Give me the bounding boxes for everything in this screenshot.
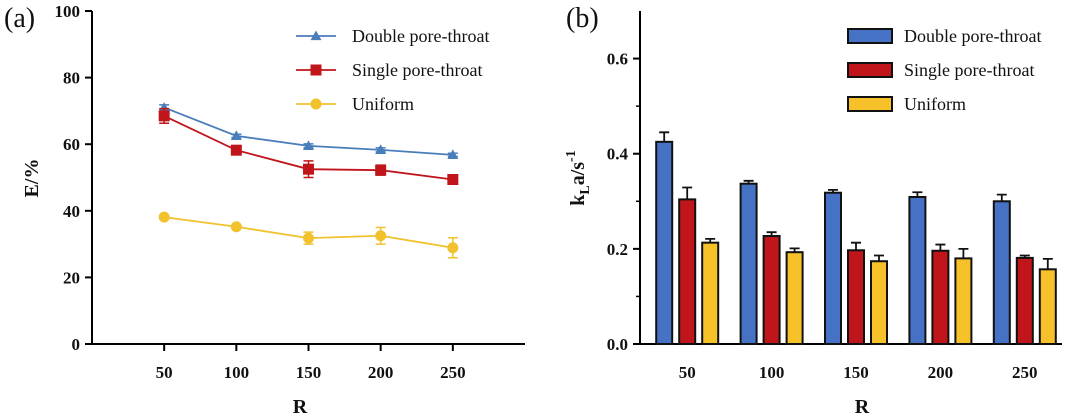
panel-b-double-bar	[739, 182, 758, 345]
panel-b-double-bar	[655, 140, 674, 345]
panel-b-single-bar	[762, 235, 781, 346]
panel-b-legend-single-swatch	[847, 62, 893, 78]
panel-a-circle-point	[158, 211, 170, 223]
panel-b-y-tick-label: 0.0	[607, 335, 628, 354]
panel-a-x-tick-label: 50	[156, 363, 173, 382]
panel-b-double-error-bar	[659, 131, 670, 142]
panel-b-double-error-bar	[912, 191, 923, 198]
panel-a-legend-square-label: Single pore-throat	[352, 60, 482, 80]
panel-a-y-axis-title: E/%	[21, 159, 43, 198]
panel-a-circle-point	[447, 242, 459, 254]
panel-b-x-tick-label: 50	[679, 363, 696, 382]
panel-a-triangle-point	[303, 140, 314, 150]
panel-b-y-axis-title: kLa/s-1	[564, 150, 593, 205]
panel-b-double-bar	[824, 191, 842, 345]
panel-b-uniform-error-bar	[705, 237, 716, 243]
panel-b-uniform-bar	[785, 251, 804, 346]
panel-b-uniform-error-bar	[958, 247, 969, 259]
panel-a-x-tick-label: 200	[368, 363, 394, 382]
panel-b-single-error-bar	[1019, 254, 1030, 258]
panel-a-y-tick-label: 20	[63, 268, 80, 287]
panel-b-uniform-error-bar	[1042, 257, 1053, 270]
panel-b-x-tick-label: 200	[928, 363, 954, 382]
panel-b-legend-single-label: Single pore-throat	[904, 60, 1034, 80]
panel-a-y-tick-label: 40	[63, 202, 80, 221]
panel-a-legend-circle-label: Uniform	[352, 94, 414, 114]
panel-a-label: (a)	[4, 3, 35, 34]
panel-b-y-tick-label: 0.4	[607, 145, 629, 164]
panel-a-y-tick-label: 80	[63, 69, 80, 88]
panel-b-uniform-bar	[701, 241, 720, 345]
panel-b-x-tick-label: 100	[759, 363, 785, 382]
panel-b-single-bar	[847, 249, 865, 345]
panel-b-single-error-bar	[766, 231, 777, 237]
panel-b-legend-double-swatch	[847, 28, 893, 44]
panel-a-x-axis-title: R	[293, 396, 308, 418]
panel-b-single-bar	[931, 249, 950, 345]
panel-b-x-axis-title: R	[855, 396, 870, 418]
panel-a-y-tick-label: 60	[63, 135, 80, 154]
panel-b-single-bar	[678, 198, 697, 345]
panel-b-single-error-bar	[682, 186, 693, 200]
panel-b-y-tick-label: 0.2	[607, 240, 628, 259]
panel-b-x-tick-label: 250	[1012, 363, 1038, 382]
panel-a-x-tick-label: 100	[224, 363, 250, 382]
panel-b-double-error-bar	[743, 179, 754, 184]
panel-a-line-chart: (a) R E/% 0 20 40 60 80 100 50 100 150 200 250 Doub…	[4, 2, 525, 418]
panel-b-double-error-bar	[996, 193, 1007, 202]
panel-b-legend-uniform-swatch	[847, 96, 893, 112]
panel-b-x-tick-label: 150	[843, 363, 869, 382]
panel-a-circle-point	[230, 221, 242, 233]
panel-b-legend-uniform-label: Uniform	[904, 94, 966, 114]
panel-a-square-point	[447, 173, 459, 185]
panel-b-legend-double-label: Double pore-throat	[904, 26, 1041, 46]
panel-a-square-point	[230, 144, 242, 156]
panel-a-legend-square-marker	[310, 64, 322, 76]
panel-b-uniform-bar	[1038, 268, 1057, 346]
panel-b-uniform-error-bar	[789, 247, 800, 253]
panel-a-legend-triangle-label: Double pore-throat	[352, 26, 489, 46]
panel-b-bar-chart: (b) R kLa/s-1 0.0 0.2 0.4 0.6 50 100 150 200 250…	[564, 3, 1062, 418]
panel-a-y-tick-label: 0	[72, 335, 81, 354]
panel-b-double-error-bar	[828, 188, 838, 193]
panel-a-square-point	[158, 110, 170, 122]
panel-a-triangle-point	[447, 149, 459, 159]
panel-a-x-tick-label: 150	[296, 363, 322, 382]
panel-a-legend-circle-marker	[310, 98, 322, 110]
panel-a-triangle-point	[230, 130, 242, 140]
panel-b-uniform-error-bar	[874, 254, 884, 262]
panel-a-y-tick-label: 100	[55, 2, 81, 21]
panel-b-single-error-bar	[935, 243, 946, 251]
panel-a-legend-triangle-marker	[310, 30, 322, 41]
panel-b-double-bar	[992, 200, 1011, 345]
panel-a-circle-point	[303, 232, 314, 244]
panel-b-y-tick-label: 0.6	[607, 50, 628, 69]
panel-b-uniform-bar	[954, 257, 973, 345]
panel-a-square-point	[375, 164, 387, 176]
panel-b-uniform-bar	[870, 260, 888, 345]
panel-b-single-bar	[1015, 256, 1034, 346]
panel-b-double-bar	[908, 196, 927, 345]
panel-a-circle-point	[375, 230, 387, 242]
panel-a-triangle-point	[375, 144, 387, 154]
panel-a-x-tick-label: 250	[440, 363, 466, 382]
panel-a-square-point	[303, 163, 314, 175]
panel-b-single-error-bar	[851, 241, 861, 251]
panel-b-label: (b)	[566, 3, 599, 34]
